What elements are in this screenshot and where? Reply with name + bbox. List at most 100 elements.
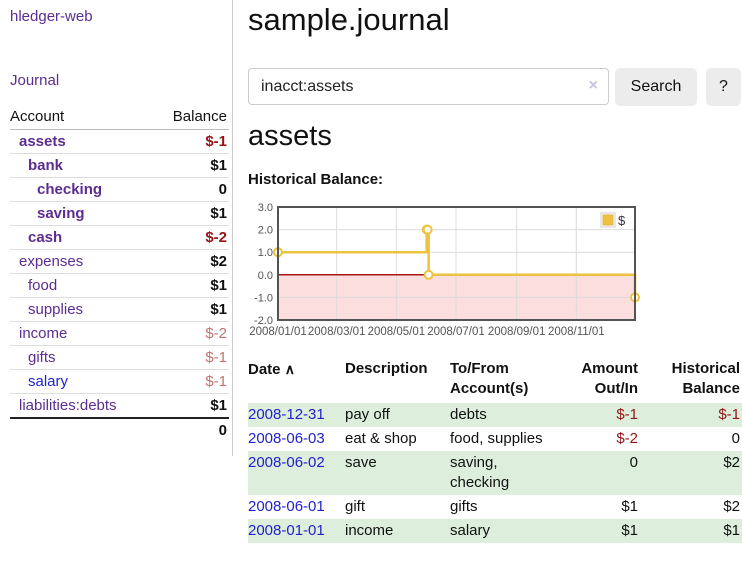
transaction-balance: $-1 (718, 406, 740, 423)
brand-link[interactable]: hledger-web (10, 8, 93, 25)
accounts-total-value: 0 (153, 417, 229, 442)
data-point (422, 224, 433, 235)
transaction-balance: $2 (723, 498, 740, 515)
transaction-date-link[interactable]: 2008-06-01 (248, 498, 325, 515)
y-tick-label: 0.0 (258, 270, 273, 282)
sidebar-account-link[interactable]: cash (28, 229, 63, 246)
historical-balance-chart[interactable]: $3.0 2.0 1.0 0.0 -1.0 -2.0 2008/01/01 2008/03/0… (248, 200, 688, 350)
sidebar-account-balance: $-2 (153, 225, 229, 250)
transaction-accounts: gifts (450, 498, 478, 515)
chart-border (277, 206, 636, 321)
transaction-balance: $2 (723, 454, 740, 471)
transaction-accounts: debts (450, 406, 487, 423)
transaction-date-link[interactable]: 2008-06-03 (248, 430, 325, 447)
transaction-date-link[interactable]: 2008-12-31 (248, 406, 325, 423)
accounts-total-row: 0 (10, 417, 229, 442)
sidebar-account-balance: $1 (153, 273, 229, 298)
register-row: 2008-12-31 pay off debts $-1 $-1 (248, 403, 742, 427)
sidebar-account-link[interactable]: liabilities:debts (19, 397, 117, 414)
transaction-amount: $1 (621, 522, 638, 539)
sidebar-account-row: cash $-2 (10, 225, 229, 250)
transaction-description: pay off (345, 406, 390, 423)
sidebar-account-link[interactable]: expenses (19, 253, 84, 270)
transaction-description: gift (345, 498, 366, 515)
transaction-date-link[interactable]: 2008-01-01 (248, 522, 325, 539)
sidebar-account-row: expenses $2 (10, 249, 229, 274)
search-box: × (248, 68, 609, 105)
sidebar-account-link[interactable]: gifts (28, 349, 56, 366)
sidebar-account-row: income $-2 (10, 321, 229, 346)
transaction-balance: 0 (731, 430, 740, 447)
transaction-balance: $1 (723, 522, 740, 539)
sidebar-account-row: food $1 (10, 273, 229, 298)
sidebar-account-balance: $-2 (153, 321, 229, 346)
transaction-amount: $-2 (616, 430, 638, 447)
nav-journal-link[interactable]: Journal (10, 72, 60, 89)
sidebar-account-link[interactable]: supplies (28, 301, 84, 318)
chart-title: Historical Balance: (248, 171, 384, 188)
transaction-date-link[interactable]: 2008-06-02 (248, 454, 325, 471)
register-header-balance: Historical Balance (671, 360, 740, 397)
sidebar-account-row: assets $-1 (10, 129, 229, 154)
x-tick-label: 2008/03/01 (308, 326, 366, 338)
sidebar-account-row: supplies $1 (10, 297, 229, 322)
sidebar-account-link[interactable]: bank (28, 157, 64, 174)
sidebar: hledger-web Journal Account Balance asse… (0, 0, 233, 456)
sidebar-account-balance: 0 (153, 177, 229, 202)
transaction-description: eat & shop (345, 430, 417, 447)
transaction-accounts: food, supplies (450, 430, 543, 447)
y-tick-label: 1.0 (258, 247, 273, 259)
accounts-table: Account Balance assets $-1 bank $1 check… (10, 104, 229, 442)
transaction-description: save (345, 454, 377, 471)
accounts-header-row: Account Balance (10, 104, 229, 130)
transaction-accounts: salary (450, 522, 491, 539)
y-tick-label: -1.0 (254, 292, 273, 304)
x-tick-label: 2008/01/01 (249, 326, 307, 338)
x-tick-label: 2008/05/01 (368, 326, 426, 338)
sidebar-account-row: gifts $-1 (10, 345, 229, 370)
accounts-header-balance: Balance (153, 104, 229, 130)
register-table: Date ∧ Description To/From Account(s) Am… (248, 357, 742, 543)
transaction-accounts: saving, checking (450, 454, 510, 491)
clear-search-icon[interactable]: × (588, 77, 598, 94)
sidebar-account-link[interactable]: salary (28, 373, 69, 390)
sidebar-account-balance: $-1 (153, 129, 229, 154)
sidebar-account-link[interactable]: saving (37, 205, 85, 222)
search-input[interactable] (248, 68, 609, 105)
account-heading: assets (248, 120, 332, 152)
sidebar-account-balance: $2 (153, 249, 229, 274)
legend-swatch (602, 214, 614, 226)
transaction-amount: $-1 (616, 406, 638, 423)
data-point (423, 269, 434, 280)
sidebar-account-link[interactable]: income (19, 325, 68, 342)
transaction-amount: $1 (621, 498, 638, 515)
search-button[interactable]: Search (615, 68, 697, 106)
register-header-amount: Amount Out/In (581, 360, 638, 397)
register-row: 2008-06-02 save saving, checking 0 $2 (248, 451, 742, 495)
register-header-date[interactable]: Date ∧ (248, 361, 295, 378)
sidebar-account-row: liabilities:debts $1 (10, 393, 229, 418)
y-tick-label: -2.0 (254, 315, 273, 327)
sidebar-account-link[interactable]: assets (19, 133, 66, 150)
y-tick-label: 2.0 (258, 225, 273, 237)
main-content: sample.journal × Search ? assets Histori… (248, 0, 742, 582)
sidebar-account-link[interactable]: food (28, 277, 58, 294)
sidebar-account-row: checking 0 (10, 177, 229, 202)
accounts-header-account: Account (10, 104, 154, 130)
legend-label: $ (618, 213, 626, 228)
sidebar-account-row: saving $1 (10, 201, 229, 226)
sidebar-account-balance: $1 (153, 393, 229, 418)
help-button[interactable]: ? (706, 68, 741, 106)
x-tick-label: 2008/07/01 (427, 326, 485, 338)
transaction-amount: 0 (629, 454, 638, 471)
register-header-accounts: To/From Account(s) (450, 360, 529, 397)
register-row: 2008-06-01 gift gifts $1 $2 (248, 495, 742, 519)
sidebar-account-balance: $1 (153, 153, 229, 178)
sidebar-account-link[interactable]: checking (37, 181, 103, 198)
sidebar-account-balance: $-1 (153, 369, 229, 394)
sidebar-account-row: salary $-1 (10, 369, 229, 394)
sidebar-account-balance: $1 (153, 201, 229, 226)
register-header-description: Description (345, 360, 428, 377)
sidebar-account-balance: $-1 (153, 345, 229, 370)
